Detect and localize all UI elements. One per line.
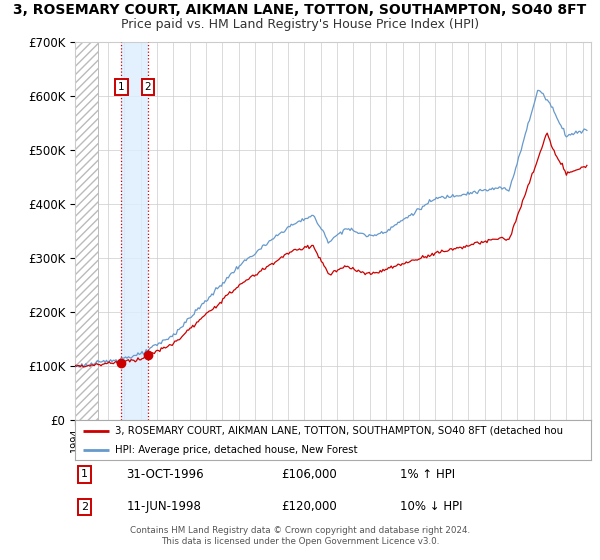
Text: HPI: Average price, detached house, New Forest: HPI: Average price, detached house, New …: [115, 445, 358, 455]
Text: 1: 1: [118, 82, 125, 92]
Text: £120,000: £120,000: [281, 500, 337, 513]
Text: 2: 2: [81, 502, 88, 512]
Text: 1: 1: [81, 469, 88, 479]
Text: 10% ↓ HPI: 10% ↓ HPI: [400, 500, 463, 513]
Text: Contains HM Land Registry data © Crown copyright and database right 2024.: Contains HM Land Registry data © Crown c…: [130, 526, 470, 535]
Text: 11-JUN-1998: 11-JUN-1998: [127, 500, 202, 513]
Text: 3, ROSEMARY COURT, AIKMAN LANE, TOTTON, SOUTHAMPTON, SO40 8FT: 3, ROSEMARY COURT, AIKMAN LANE, TOTTON, …: [13, 3, 587, 17]
Text: This data is licensed under the Open Government Licence v3.0.: This data is licensed under the Open Gov…: [161, 537, 439, 546]
Text: 1% ↑ HPI: 1% ↑ HPI: [400, 468, 455, 481]
Text: Price paid vs. HM Land Registry's House Price Index (HPI): Price paid vs. HM Land Registry's House …: [121, 18, 479, 31]
Text: £106,000: £106,000: [281, 468, 337, 481]
Text: 31-OCT-1996: 31-OCT-1996: [127, 468, 204, 481]
Bar: [121, 42, 148, 420]
Text: 2: 2: [145, 82, 151, 92]
Text: 3, ROSEMARY COURT, AIKMAN LANE, TOTTON, SOUTHAMPTON, SO40 8FT (detached hou: 3, ROSEMARY COURT, AIKMAN LANE, TOTTON, …: [115, 426, 563, 436]
